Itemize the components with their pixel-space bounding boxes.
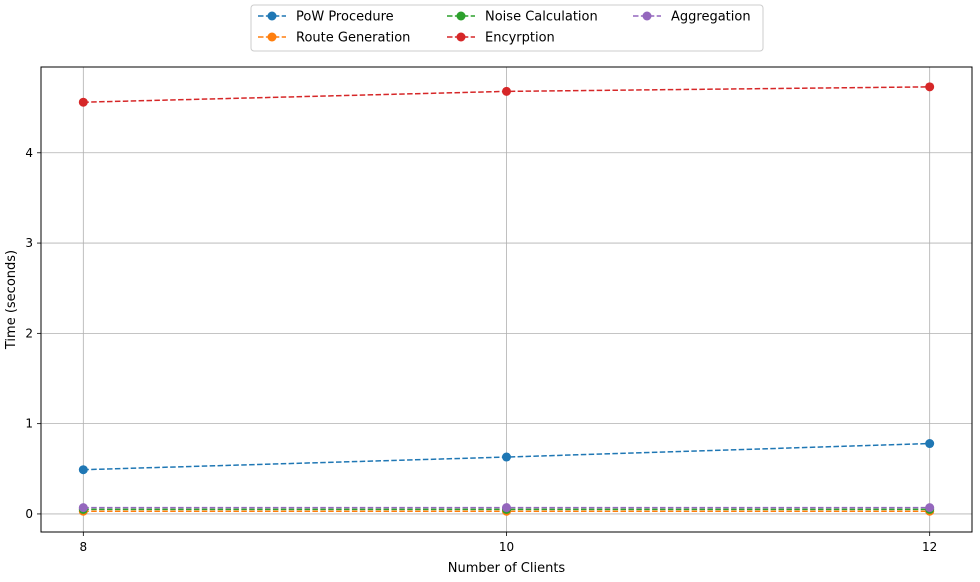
y-tick-label: 0 [25,507,33,521]
y-tick-label: 1 [25,417,33,431]
x-axis: 8 10 12 [79,532,937,554]
x-tick-label: 8 [79,540,87,554]
legend-item: PoW Procedure [258,10,394,25]
x-axis-label: Number of Clients [448,561,566,576]
legend-label: PoW Procedure [296,10,394,25]
data-point [502,452,511,462]
legend-label: Aggregation [671,10,751,25]
y-axis-label: Time (seconds) [4,250,19,350]
legend-item: Encyrption [447,31,555,46]
y-axis: 0 1 2 3 4 [25,146,41,521]
legend: PoW Procedure Route Generation Noise Calcu… [250,4,764,52]
series-pow-procedure [78,439,935,475]
legend-swatch-marker [456,32,466,42]
data-point [78,465,88,475]
series-layer [78,82,935,516]
data-point [925,503,935,513]
y-tick-label: 3 [25,236,33,250]
legend-swatch-marker [642,11,652,21]
y-tick-label: 4 [25,146,33,160]
y-tick-label: 2 [25,326,33,340]
data-point [502,86,511,96]
data-point [925,439,935,449]
legend-swatch-marker [267,32,277,42]
data-point [78,97,88,107]
legend-label: Noise Calculation [485,10,598,25]
data-point [78,503,88,513]
x-tick-label: 12 [922,540,937,554]
series-aggregation [78,503,935,513]
x-tick-label: 10 [499,540,514,554]
legend-swatch-marker [267,11,277,21]
legend-item: Noise Calculation [447,10,598,25]
legend-label: Encyrption [485,31,555,46]
legend-label: Route Generation [296,31,410,46]
legend-item: Aggregation [633,10,751,25]
legend-swatch-marker [456,11,466,21]
data-point [925,82,935,92]
data-point [502,503,511,513]
series-encyrption [78,82,935,107]
legend-item: Route Generation [258,31,410,46]
grid [41,67,972,532]
